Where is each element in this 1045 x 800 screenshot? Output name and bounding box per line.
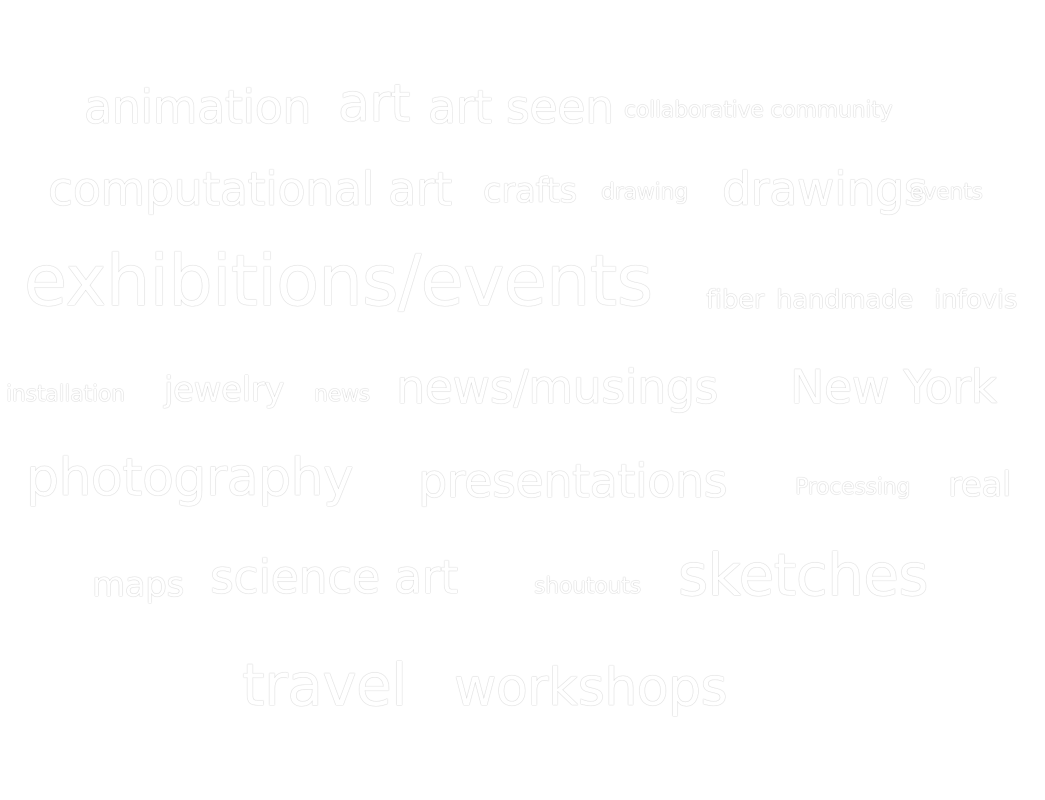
tag-collaborative-community[interactable]: collaborative community — [624, 98, 893, 123]
tag-installation[interactable]: installation — [6, 382, 125, 407]
tag-photography[interactable]: photography — [26, 448, 354, 508]
tag-workshops[interactable]: workshops — [454, 658, 728, 718]
tag-art[interactable]: art — [338, 74, 411, 134]
tag-handmade[interactable]: handmade — [776, 285, 914, 315]
tag-animation[interactable]: animation — [84, 80, 312, 134]
tag-shoutouts[interactable]: shoutouts — [534, 574, 641, 599]
tag-travel[interactable]: travel — [242, 651, 407, 719]
tag-jewelry[interactable]: jewelry — [164, 370, 285, 410]
tag-news[interactable]: news — [314, 382, 371, 407]
tag-art-seen[interactable]: art seen — [428, 80, 614, 134]
tag-new-york[interactable]: New York — [790, 360, 997, 414]
tag-infovis[interactable]: infovis — [934, 285, 1018, 315]
tag-fiber[interactable]: fiber — [706, 285, 765, 315]
tag-science-art[interactable]: science art — [210, 550, 458, 604]
tag-processing[interactable]: Processing — [795, 475, 911, 500]
tag-computational-art[interactable]: computational art — [48, 162, 452, 216]
tag-maps[interactable]: maps — [92, 565, 184, 605]
tag-real[interactable]: real — [948, 465, 1012, 505]
tag-sketches[interactable]: sketches — [678, 541, 929, 609]
tag-presentations[interactable]: presentations — [418, 454, 728, 508]
tag-crafts[interactable]: crafts — [483, 171, 577, 211]
tag-drawings[interactable]: drawings — [722, 162, 928, 216]
tag-events[interactable]: events — [910, 180, 983, 205]
tag-news-musings[interactable]: news/musings — [396, 360, 719, 414]
tag-exhibitions-events[interactable]: exhibitions/events — [24, 240, 653, 322]
tag-drawing[interactable]: drawing — [601, 180, 688, 205]
